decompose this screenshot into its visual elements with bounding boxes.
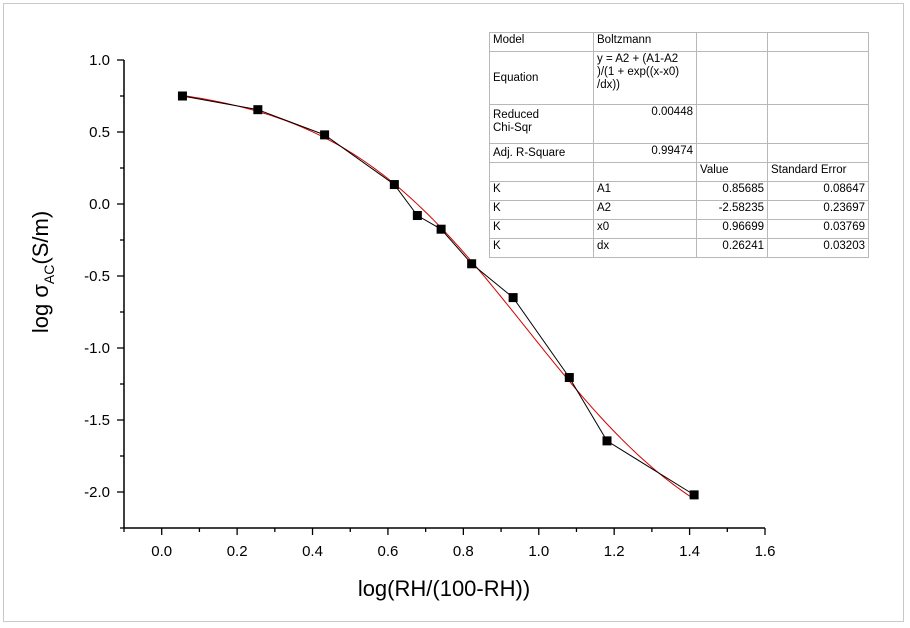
param-row: K dx 0.26241 0.03203: [489, 238, 869, 258]
x-tick-label: 1.6: [755, 543, 776, 560]
data-point: [253, 105, 263, 115]
figure-frame: [3, 3, 904, 622]
chisqr-value: 0.00448: [593, 104, 697, 144]
param-error: 0.08647: [767, 181, 869, 201]
y-tick-label: 0.5: [89, 124, 110, 141]
param-name: dx: [593, 238, 697, 258]
param-dep: K: [489, 219, 594, 239]
y-tick-label: -0.5: [84, 268, 110, 285]
data-point: [689, 490, 699, 500]
y-tick-label: 0.0: [89, 196, 110, 213]
value-column-header: Value: [696, 162, 768, 182]
fit-row-chisqr: Reduced Chi-Sqr 0.00448: [489, 104, 869, 144]
param-dep: K: [489, 181, 594, 201]
axes: 0.0 0.2 0.4 0.6 0.8 1.0 1.2 1.4 1.6 1.0 0.5 0.0 -0.5…: [84, 52, 775, 560]
data-point: [508, 293, 518, 303]
param-error: 0.23697: [767, 200, 869, 220]
empty-cell: [767, 104, 869, 144]
data-point: [602, 436, 612, 446]
data-point: [564, 373, 574, 383]
y-tick-label: 1.0: [89, 52, 110, 69]
data-point: [412, 211, 422, 221]
y-axis-label-prefix: log σ: [28, 284, 53, 333]
param-value: -2.58235: [696, 200, 768, 220]
r2-value: 0.99474: [593, 143, 697, 163]
param-value: 0.85685: [696, 181, 768, 201]
empty-cell: [767, 51, 869, 105]
empty-cell: [767, 32, 869, 52]
data-point: [177, 91, 187, 101]
x-tick-label: 1.0: [528, 543, 549, 560]
empty-cell: [696, 51, 768, 105]
param-row: K A2 -2.58235 0.23697: [489, 200, 869, 220]
y-axis-label-subscript: AC: [41, 265, 57, 284]
param-value: 0.26241: [696, 238, 768, 258]
x-tick-label: 0.6: [378, 543, 399, 560]
error-column-header: Standard Error: [767, 162, 869, 182]
param-row: K x0 0.96699 0.03769: [489, 219, 869, 239]
fit-row-equation: Equation y = A2 + (A1-A2 )/(1 + exp((x-x…: [489, 51, 869, 105]
model-value: Boltzmann: [593, 32, 697, 52]
equation-label: Equation: [489, 51, 594, 105]
y-tick-label: -1.0: [84, 340, 110, 357]
data-point: [467, 259, 477, 269]
param-dep: K: [489, 200, 594, 220]
param-name: x0: [593, 219, 697, 239]
x-tick-label: 0.0: [151, 543, 172, 560]
empty-cell: [696, 104, 768, 144]
model-label: Model: [489, 32, 594, 52]
param-name: A2: [593, 200, 697, 220]
param-value: 0.96699: [696, 219, 768, 239]
fit-row-header: Value Standard Error: [489, 162, 869, 182]
x-tick-label: 1.2: [604, 543, 625, 560]
x-axis-label: log(RH/(100-RH)): [358, 576, 530, 601]
empty-cell: [489, 162, 594, 182]
data-point: [389, 180, 399, 190]
y-tick-label: -1.5: [84, 412, 110, 429]
data-point: [320, 130, 330, 140]
param-dep: K: [489, 238, 594, 258]
empty-cell: [696, 143, 768, 163]
x-tick-label: 0.2: [227, 543, 248, 560]
param-name: A1: [593, 181, 697, 201]
fit-row-model: Model Boltzmann: [489, 32, 869, 52]
param-row: K A1 0.85685 0.08647: [489, 181, 869, 201]
empty-cell: [593, 162, 697, 182]
y-axis-label: log σAC(S/m): [28, 211, 57, 333]
empty-cell: [696, 32, 768, 52]
r2-label: Adj. R-Square: [489, 143, 594, 163]
x-tick-label: 0.4: [302, 543, 323, 560]
empty-cell: [767, 143, 869, 163]
x-tick-label: 0.8: [453, 543, 474, 560]
y-axis-label-suffix: (S/m): [28, 211, 53, 265]
data-point: [436, 224, 446, 234]
chisqr-label: Reduced Chi-Sqr: [489, 104, 594, 144]
param-error: 0.03769: [767, 219, 869, 239]
param-error: 0.03203: [767, 238, 869, 258]
equation-value: y = A2 + (A1-A2 )/(1 + exp((x-x0) /dx)): [593, 51, 697, 105]
fit-results-table: Model Boltzmann Equation y = A2 + (A1-A2…: [489, 32, 869, 258]
y-tick-label: -2.0: [84, 484, 110, 501]
fit-row-r2: Adj. R-Square 0.99474: [489, 143, 869, 163]
x-tick-label: 1.4: [679, 543, 700, 560]
data-layer: [177, 91, 699, 500]
